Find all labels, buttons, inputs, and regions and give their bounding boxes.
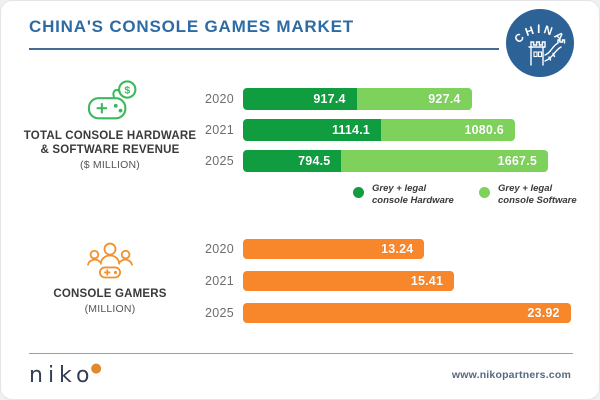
legend-label: Grey + legal console Hardware	[372, 183, 454, 206]
bar-value-label: 1114.1	[331, 123, 371, 137]
year-label: 2020	[204, 92, 234, 106]
bar-segment: 927.4	[356, 88, 472, 110]
bar-row: 2021 1114.1 1080.6	[194, 119, 548, 141]
bar: 794.5 1667.5	[243, 150, 549, 172]
legend-item-hardware: Grey + legal console Hardware	[353, 183, 479, 207]
bar-value-label: 917.4	[313, 92, 346, 106]
bar: 13.24	[243, 239, 425, 259]
bar-value-label: 13.24	[381, 242, 414, 256]
revenue-section-label: $ TOTAL CONSOLE HARDWARE & SOFTWARE REVE…	[15, 79, 205, 171]
bar-row: 2025 23.92	[194, 303, 571, 323]
gamers-group-icon	[87, 242, 133, 279]
revenue-legend: Grey + legal console Hardware Grey + leg…	[353, 183, 599, 207]
title-underline	[29, 48, 499, 50]
bar-value-label: 927.4	[428, 92, 461, 106]
svg-text:$: $	[124, 84, 130, 96]
year-label: 2021	[204, 274, 234, 288]
bar-segment: 13.24	[243, 239, 425, 259]
gamers-unit: (MILLION)	[84, 303, 136, 315]
logo-dot-icon: ●	[90, 361, 102, 376]
bar: 15.41	[243, 271, 455, 291]
revenue-unit: ($ MILLION)	[80, 159, 140, 171]
revenue-bar-chart: 2020 917.4 927.4 2021 1114.1 1080.6 2025 794.5 1…	[194, 88, 549, 181]
bar-segment: 1114.1	[243, 119, 382, 141]
website-url[interactable]: www.nikopartners.com	[451, 369, 571, 381]
china-great-wall-badge-icon: CHINA	[506, 9, 574, 77]
legend-item-software: Grey + legal console Software	[479, 183, 599, 207]
bar: 1114.1 1080.6	[243, 119, 515, 141]
gamers-bar-chart: 2020 13.24 2021 15.41 2025 23.92	[194, 239, 571, 335]
bar: 917.4 927.4	[243, 88, 472, 110]
year-label: 2025	[204, 306, 234, 320]
legend-label: Grey + legal console Software	[498, 183, 577, 206]
gamers-section-label: CONSOLE GAMERS (MILLION)	[15, 239, 205, 315]
year-label: 2020	[204, 242, 234, 256]
page-title: CHINA'S CONSOLE GAMES MARKET	[29, 17, 354, 36]
bar-value-label: 23.92	[527, 306, 560, 320]
bar-row: 2025 794.5 1667.5	[194, 150, 549, 172]
revenue-title-line1: TOTAL CONSOLE HARDWARE	[23, 130, 197, 142]
bar-value-label: 794.5	[298, 154, 331, 168]
bar-segment: 1667.5	[341, 150, 549, 172]
bar-segment: 917.4	[243, 88, 357, 110]
bar: 23.92	[243, 303, 571, 323]
footer-divider	[29, 353, 573, 354]
bar-value-label: 1667.5	[497, 154, 538, 168]
bar-row: 2020 917.4 927.4	[194, 88, 548, 110]
bar-value-label: 1080.6	[464, 123, 504, 137]
gamers-title: CONSOLE GAMERS	[53, 288, 167, 300]
bar-row: 2020 13.24	[194, 239, 571, 259]
software-legend-dot-icon	[479, 187, 490, 198]
hardware-legend-dot-icon	[353, 187, 364, 198]
revenue-title-line2: & SOFTWARE REVENUE	[40, 144, 180, 156]
bar-segment: 15.41	[243, 271, 455, 291]
bar-segment: 794.5	[243, 150, 342, 172]
bar-segment: 1080.6	[381, 119, 515, 141]
bar-segment: 23.92	[243, 303, 571, 323]
controller-dollar-icon: $	[87, 80, 137, 120]
bar-value-label: 15.41	[410, 274, 444, 288]
year-label: 2021	[204, 123, 234, 137]
bar-row: 2021 15.41	[194, 271, 571, 291]
year-label: 2025	[204, 154, 234, 168]
niko-logo: niko●	[29, 361, 102, 388]
